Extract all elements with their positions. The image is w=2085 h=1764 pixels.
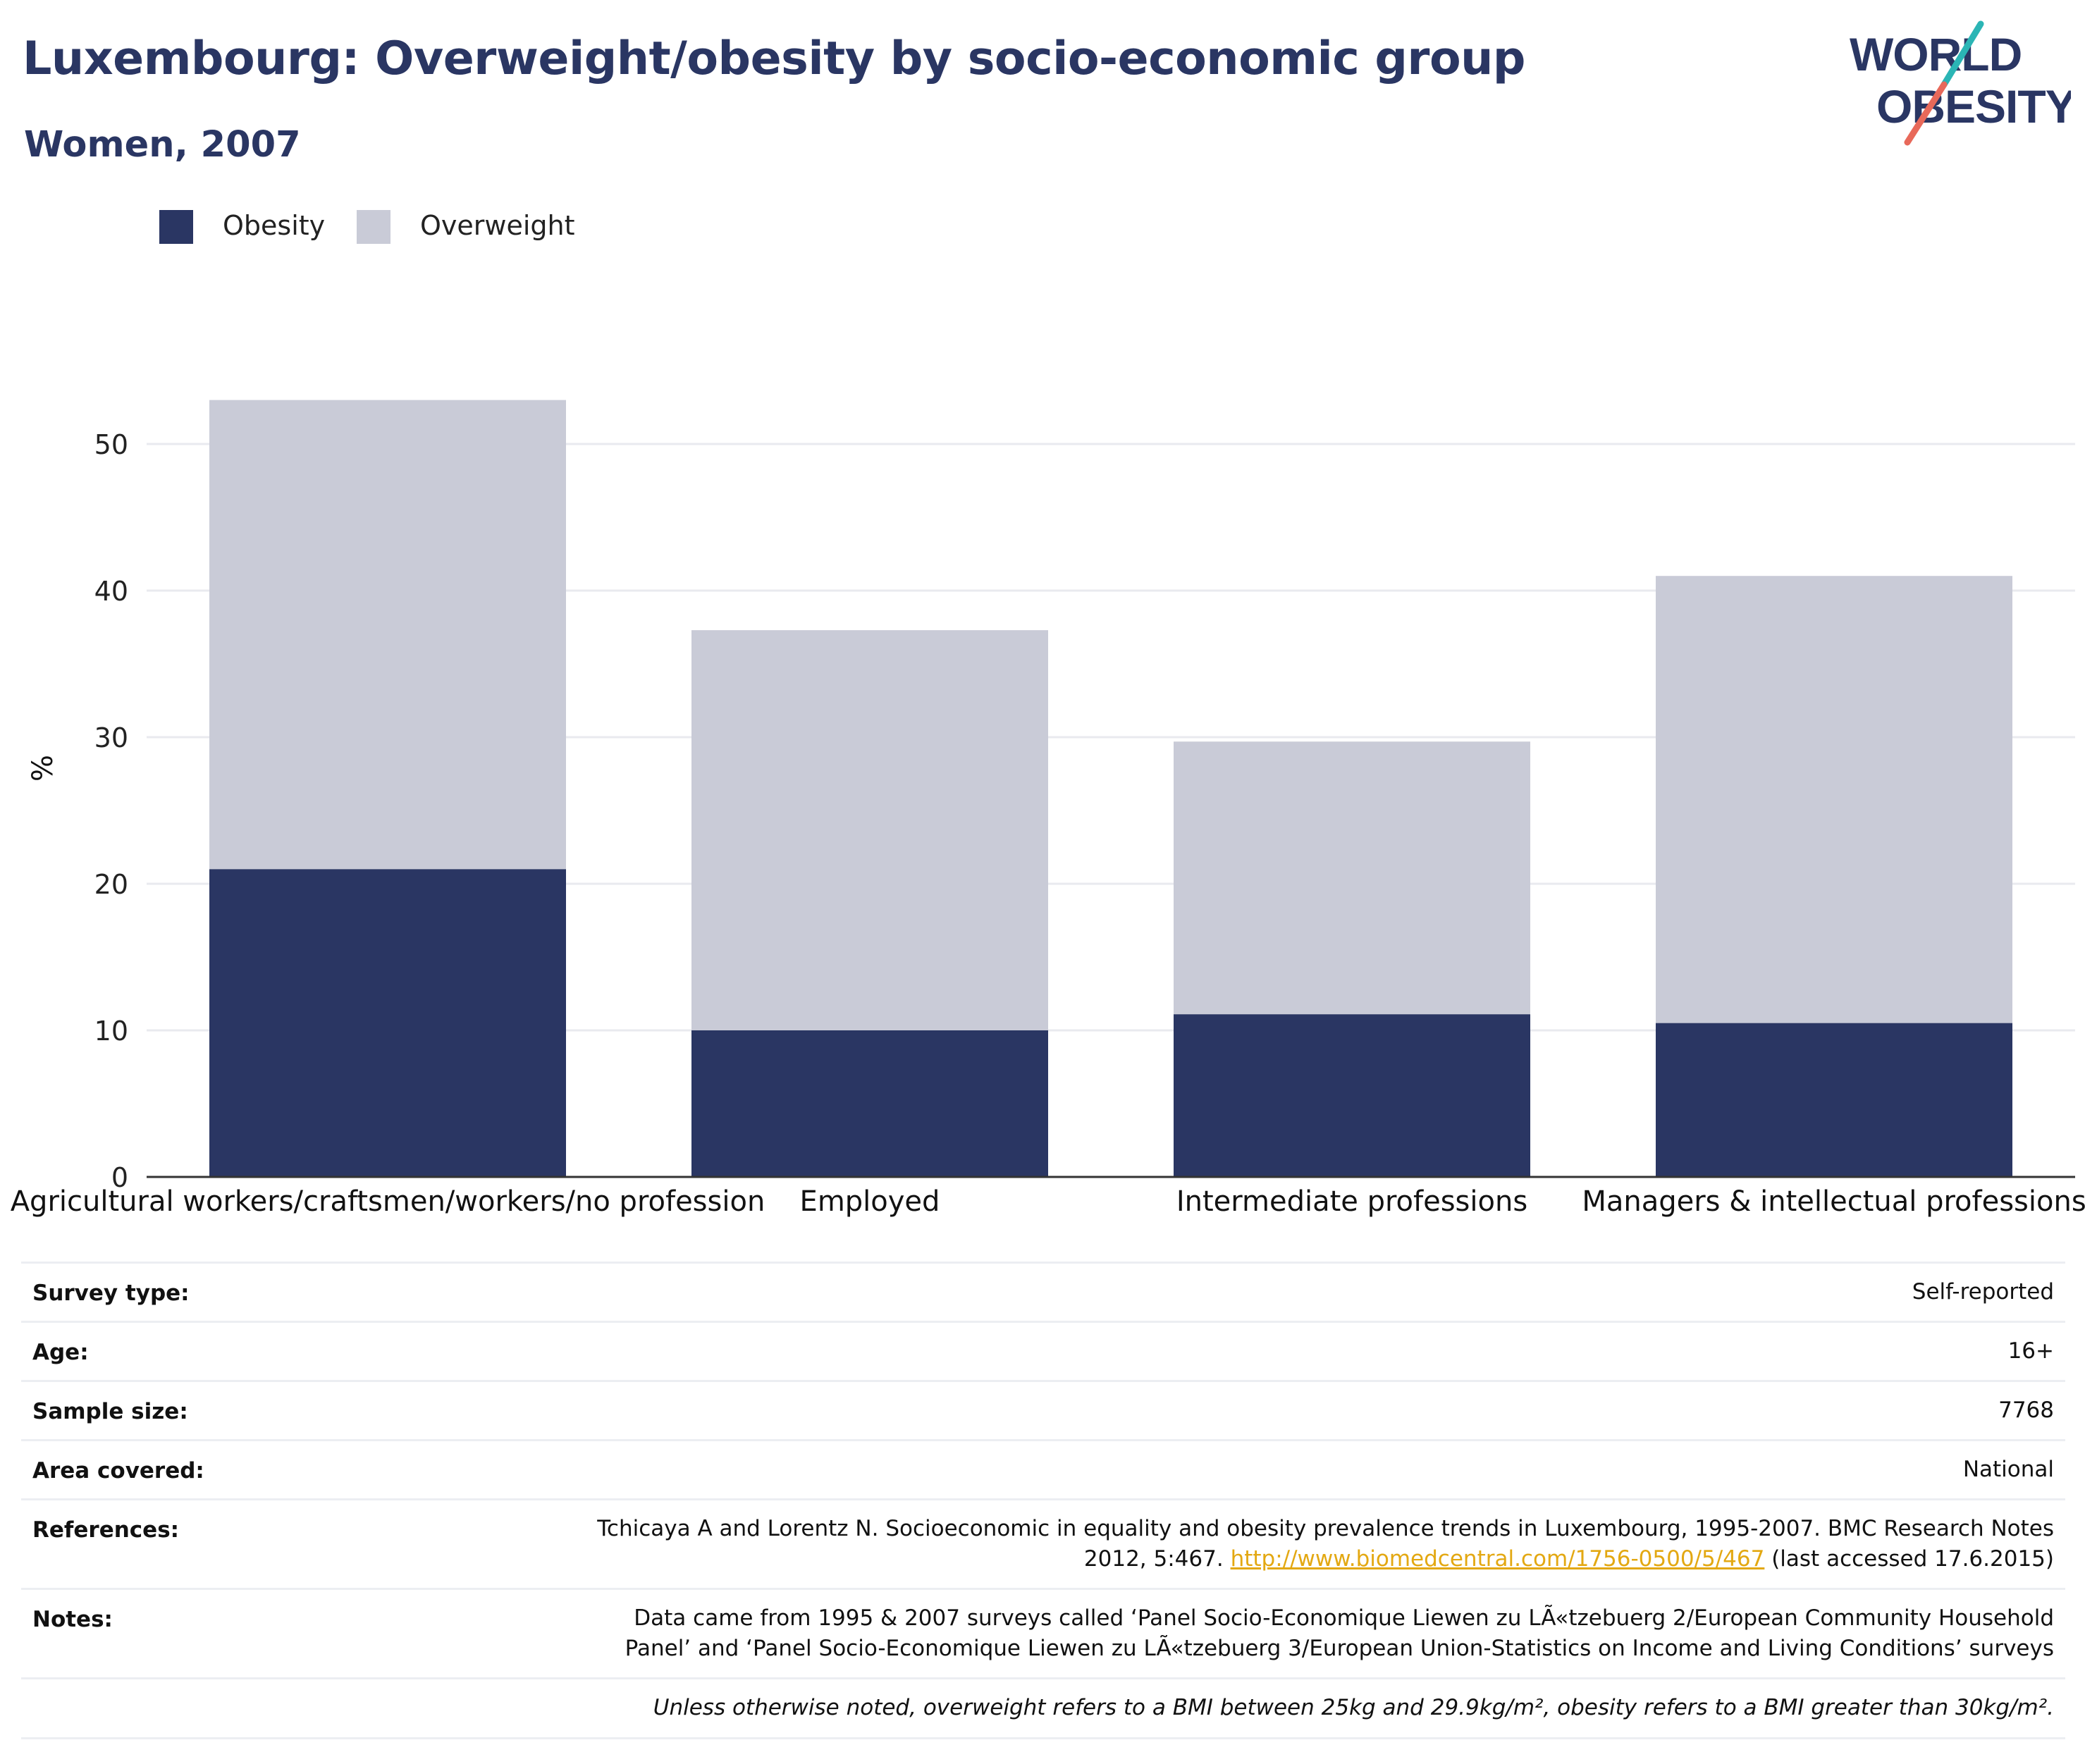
chart-title: Luxembourg: Overweight/obesity by socio-…	[23, 32, 1525, 85]
logo-word-world: WORLD	[1850, 28, 2022, 80]
info-row-notes: Notes: Data came from 1995 & 2007 survey…	[21, 1588, 2065, 1677]
y-tick-label-30: 30	[94, 722, 128, 753]
survey-type-label: Survey type:	[32, 1281, 190, 1306]
x-tick-label-2: Intermediate professions	[1176, 1185, 1527, 1218]
x-tick-label-3: Managers & intellectual professions	[1582, 1185, 2085, 1218]
chart-subtitle: Women, 2007	[24, 124, 301, 166]
legend-swatch-obesity	[159, 210, 193, 244]
age-label: Age:	[32, 1340, 89, 1365]
bar-overweight-3[interactable]	[1656, 576, 2012, 1023]
notes-line1: Data came from 1995 & 2007 surveys calle…	[634, 1605, 2054, 1631]
references-text-before-link: 2012, 5:467.	[1083, 1546, 1224, 1572]
x-tick-label-0: Agricultural workers/craftsmen/workers/n…	[11, 1185, 765, 1218]
bar-overweight-2[interactable]	[1174, 741, 1530, 1015]
info-row-references: References: Tchicaya A and Lorentz N. So…	[21, 1498, 2065, 1588]
sample-size-label: Sample size:	[32, 1399, 188, 1424]
legend-swatch-overweight	[357, 210, 390, 244]
references-text-line1: Tchicaya A and Lorentz N. Socioeconomic …	[597, 1516, 2054, 1541]
bar-chart: 0 10 20 30 40 50% Agricultural workers/craftsm…	[11, 400, 2085, 1218]
info-row-survey-type: Survey type: Self-reported	[21, 1262, 2065, 1321]
info-table: Survey type: Self-reported Age: 16+ Samp…	[21, 1262, 2065, 1739]
y-tick-label-20: 20	[94, 869, 128, 900]
legend-label-overweight: Overweight	[420, 210, 575, 241]
bar-obesity-1[interactable]	[691, 1030, 1048, 1177]
notes-value: Data came from 1995 & 2007 surveys calle…	[625, 1603, 2065, 1664]
info-row-sample-size: Sample size: 7768	[21, 1380, 2065, 1439]
notes-line2: Panel’ and ‘Panel Socio-Economique Liewe…	[625, 1636, 2054, 1661]
survey-type-value: Self-reported	[1912, 1279, 2054, 1305]
notes-label: Notes:	[32, 1607, 113, 1632]
area-covered-label: Area covered:	[32, 1458, 204, 1484]
logo-slash-teal	[1941, 20, 1984, 88]
y-tick-label-0: 0	[111, 1162, 128, 1193]
sample-size-value: 7768	[1998, 1398, 2054, 1423]
info-row-footnote: Unless otherwise noted, overweight refer…	[21, 1677, 2065, 1739]
bar-overweight-1[interactable]	[691, 630, 1048, 1030]
references-text-after-link: (last accessed 17.6.2015)	[1771, 1546, 2054, 1572]
y-axis-label: %	[27, 755, 59, 782]
world-obesity-logo: WORLD OBESITY	[1850, 20, 2071, 146]
info-row-area-covered: Area covered: National	[21, 1439, 2065, 1498]
logo-word-obesity: OBESITY	[1876, 80, 2071, 132]
bar-obesity-2[interactable]	[1174, 1014, 1530, 1177]
y-tick-label-40: 40	[94, 576, 128, 607]
bar-obesity-3[interactable]	[1656, 1023, 2012, 1177]
bmi-footnote: Unless otherwise noted, overweight refer…	[653, 1695, 2054, 1720]
bar-obesity-0[interactable]	[209, 869, 566, 1177]
references-value: Tchicaya A and Lorentz N. Socioeconomic …	[597, 1514, 2065, 1574]
x-tick-label-1: Employed	[800, 1185, 940, 1218]
legend-label-obesity: Obesity	[223, 210, 326, 241]
area-covered-value: National	[1962, 1457, 2054, 1482]
logo-slash-coral	[1904, 81, 1948, 146]
bar-overweight-0[interactable]	[209, 400, 566, 870]
references-label: References:	[32, 1517, 180, 1543]
references-link[interactable]: http://www.biomedcentral.com/1756-0500/5…	[1230, 1546, 1765, 1572]
age-value: 16+	[2007, 1338, 2054, 1364]
y-tick-label-10: 10	[94, 1016, 128, 1047]
y-tick-label-50: 50	[94, 429, 128, 460]
info-row-age: Age: 16+	[21, 1321, 2065, 1380]
